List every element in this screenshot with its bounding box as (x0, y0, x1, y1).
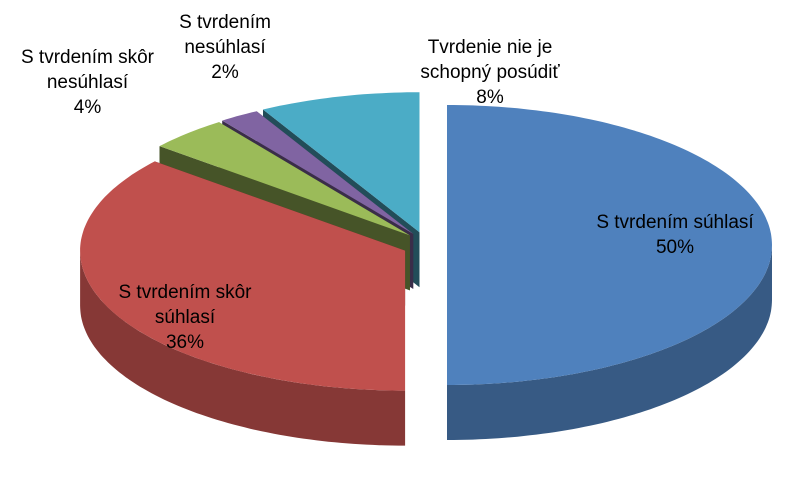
value-label: 50% (655, 237, 695, 258)
slice-label: S tvrdením nesúhlasí 2% (165, 10, 285, 85)
slice-top (159, 122, 410, 236)
category-name: S tvrdením skôr súhlasí (118, 282, 252, 328)
category-name: S tvrdením nesúhlasí (179, 12, 271, 58)
slice-wall (80, 250, 406, 446)
slice-wall (447, 245, 772, 440)
value-label: 4% (73, 97, 102, 118)
slice-top (80, 161, 406, 391)
slice-label: Tvrdenie nie je schopný posúdiť 8% (390, 35, 590, 110)
category-name: S tvrdením skôr nesúhlasí (20, 47, 155, 93)
slice-label: S tvrdením skôr súhlasí 36% (90, 280, 280, 355)
value-label: 2% (211, 62, 239, 83)
category-name: Tvrdenie nie je schopný posúdiť (420, 37, 560, 83)
slice-label: S tvrdením súhlasí 50% (565, 210, 785, 260)
slice-label: S tvrdením skôr nesúhlasí 4% (5, 45, 170, 120)
value-label: 36% (165, 332, 205, 353)
value-label: 8% (476, 87, 504, 108)
slice (80, 161, 406, 446)
category-name: S tvrdením súhlasí (596, 212, 754, 233)
slice (447, 105, 772, 440)
slice-top (222, 111, 414, 234)
slice-top (263, 92, 420, 233)
slice-top (447, 105, 772, 385)
